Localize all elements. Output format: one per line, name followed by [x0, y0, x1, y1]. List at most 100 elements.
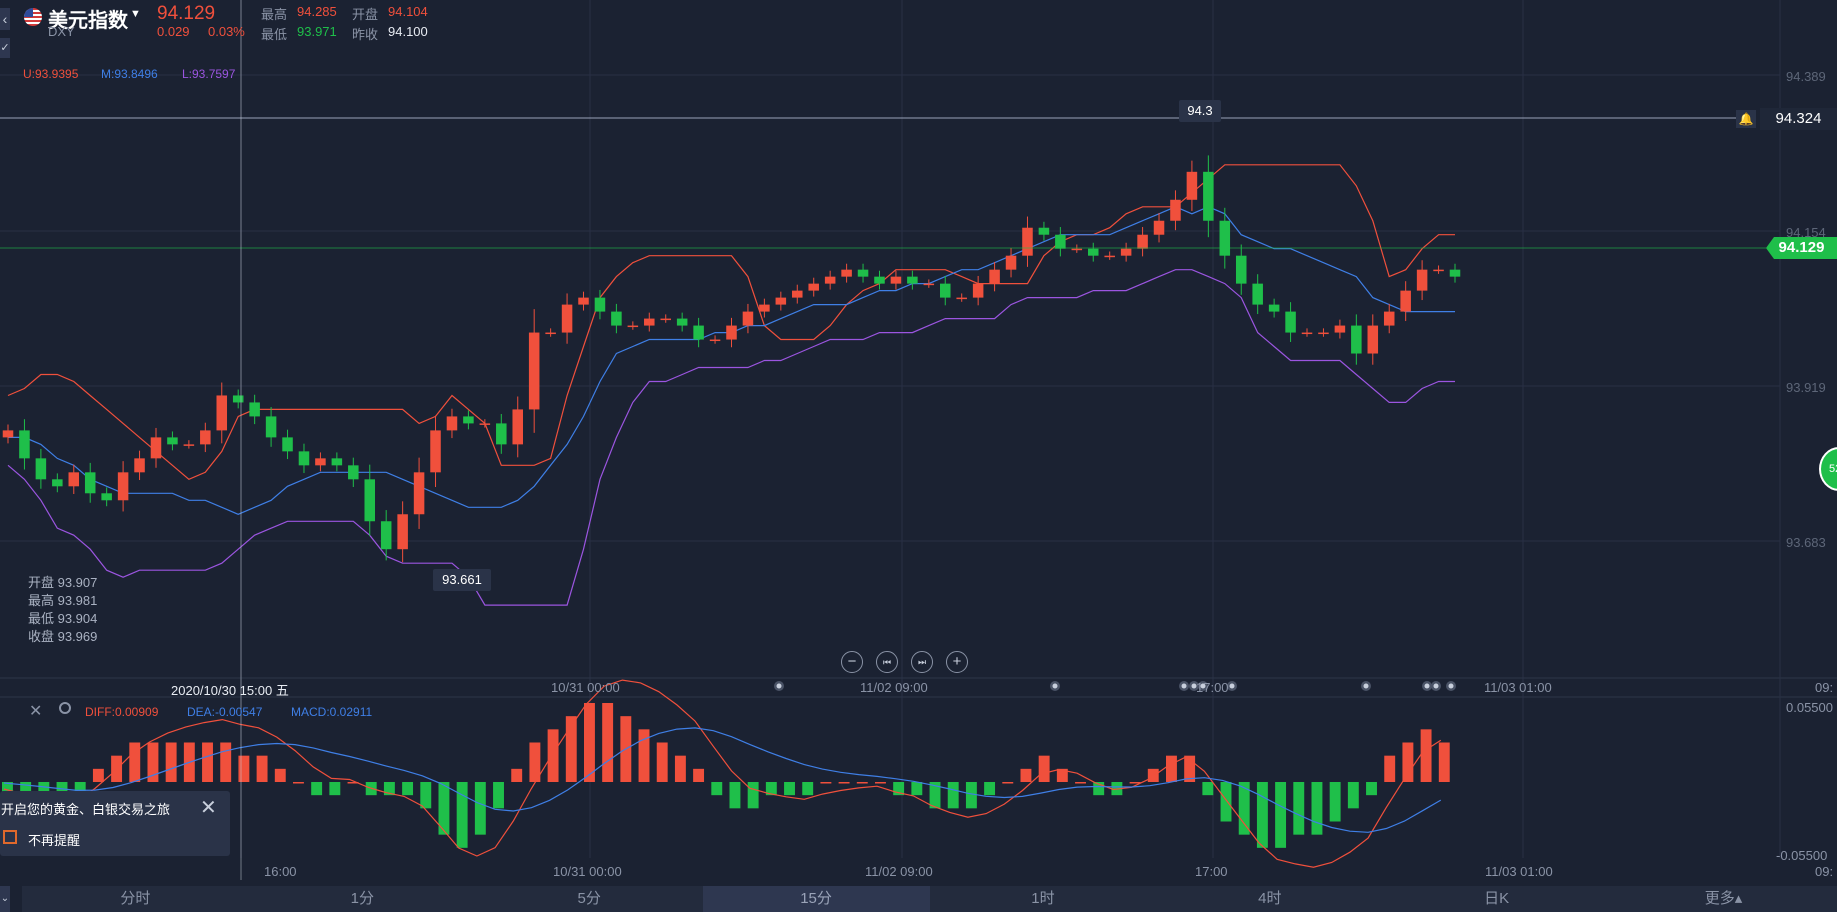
candle-body — [1433, 269, 1444, 272]
price-change-pct: 0.03% — [208, 24, 245, 39]
candle-body — [1203, 171, 1214, 221]
candle-body — [1334, 325, 1346, 333]
tab-4hour[interactable]: 4时 — [1258, 890, 1282, 907]
macd-bar — [493, 782, 504, 809]
macd-bar — [92, 768, 104, 782]
macd-dea-label: DEA:-0.00547 — [187, 705, 263, 719]
zoom-in-button[interactable]: + — [946, 651, 968, 673]
bottom-time-label: 09: — [1815, 864, 1834, 879]
tab-15min[interactable]: 15分 — [702, 886, 930, 912]
macd-bar — [438, 782, 450, 835]
candle-body — [660, 318, 671, 321]
max-price-marker: 94.3 — [1179, 100, 1221, 122]
candle-body — [413, 472, 425, 515]
tab-5min[interactable]: 5分 — [577, 890, 601, 907]
promo-close-icon[interactable]: ✕ — [200, 797, 217, 819]
instrument-dropdown-icon[interactable]: ▼ — [130, 8, 141, 20]
event-dot-core — [1200, 683, 1206, 689]
ohlc-close: 收盘 93.969 — [28, 629, 98, 644]
tab-1min[interactable]: 1分 — [350, 890, 374, 907]
candle-body — [726, 325, 737, 340]
candle-body — [183, 444, 195, 446]
price-axis-label: 93.683 — [1786, 535, 1826, 550]
candle-body — [68, 472, 80, 487]
candle-body — [1318, 332, 1329, 335]
candle-body — [528, 332, 540, 410]
alert-price-tag[interactable]: 94.324 — [1760, 108, 1837, 130]
jump-start-button[interactable]: ⏮ — [876, 651, 898, 673]
macd-bar — [820, 782, 832, 784]
instrument-name[interactable]: 美元指数 — [48, 10, 128, 32]
indicator-settings-icon[interactable] — [59, 702, 71, 714]
macd-bar — [1220, 782, 1232, 822]
macd-value-label: MACD:0.02911 — [291, 705, 373, 719]
low-label: 最低 — [261, 27, 288, 42]
candle-body — [857, 269, 869, 277]
tab-time-share[interactable]: 分时 — [120, 890, 151, 907]
macd-bar — [674, 755, 686, 782]
macd-bar — [693, 768, 705, 782]
boll-lower-label: L:93.7597 — [182, 67, 236, 81]
bottom-left-arrow-icon[interactable]: ⌄ — [0, 886, 10, 912]
event-dot-core — [1052, 683, 1058, 689]
candle-body — [972, 283, 984, 298]
candle-body — [561, 304, 573, 333]
candle-body — [676, 318, 688, 326]
macd-bar — [74, 782, 86, 796]
tab-1hour[interactable]: 1时 — [1031, 890, 1055, 907]
macd-bar — [1056, 768, 1068, 782]
ohlc-low: 最低 93.904 — [28, 611, 98, 626]
bell-icon[interactable]: 🔔 — [1736, 110, 1756, 128]
candle-body — [611, 311, 622, 326]
bottom-time-label: 10/31 00:00 — [553, 864, 622, 879]
candle-body — [693, 325, 704, 340]
zoom-out-button[interactable]: − — [841, 651, 863, 673]
event-dot-core — [1229, 683, 1235, 689]
candle-body — [1449, 269, 1461, 277]
macd-bar — [638, 729, 650, 782]
collapse-button[interactable]: ✓ — [0, 38, 10, 58]
promo-title: 开启您的黄金、白银交易之旅 — [1, 802, 171, 817]
tab-daily[interactable]: 日K — [1484, 890, 1510, 907]
macd-bar — [838, 782, 850, 784]
macd-bar — [1166, 755, 1177, 782]
macd-bar — [311, 782, 323, 796]
candle-body — [1055, 234, 1066, 249]
candle-body — [249, 402, 260, 417]
macd-bar — [1366, 782, 1377, 796]
macd-bar — [529, 742, 541, 782]
prev-close-value: 94.100 — [388, 24, 428, 39]
macd-bar — [1384, 755, 1396, 782]
candle-body — [759, 304, 770, 312]
back-button[interactable]: ‹ — [0, 8, 10, 30]
macd-axis-bottom: -0.05500 — [1776, 848, 1828, 863]
candle-body — [775, 297, 787, 305]
candle-body — [1285, 311, 1296, 333]
macd-bar — [656, 742, 668, 782]
macd-bar — [584, 703, 595, 782]
macd-bar — [565, 716, 577, 782]
ohlc-high: 最高 93.981 — [28, 593, 98, 608]
macd-bar — [1275, 782, 1287, 848]
candle-body — [479, 423, 491, 425]
dont-remind-checkbox[interactable] — [3, 830, 17, 844]
candle-body — [1383, 311, 1395, 326]
open-label: 开盘 — [352, 7, 379, 22]
candlesticks — [2, 155, 1461, 563]
jump-end-button[interactable]: ⏭ — [911, 651, 933, 673]
candle-body — [446, 416, 458, 431]
macd-bar — [474, 782, 486, 835]
tab-more[interactable]: 更多▴ — [1704, 890, 1743, 907]
candle-body — [496, 423, 507, 445]
macd-bar — [1202, 782, 1214, 796]
time-axis-label: 11/02 09:00 — [860, 680, 928, 695]
candle-body — [331, 458, 343, 466]
macd-bar — [1020, 768, 1032, 782]
candle-body — [19, 430, 30, 459]
macd-diff-label: DIFF:0.00909 — [85, 705, 159, 719]
event-dot-core — [1424, 683, 1430, 689]
close-indicator-icon[interactable]: ✕ — [29, 703, 43, 720]
instrument-symbol: DXY — [48, 24, 75, 39]
macd-bar — [1002, 782, 1014, 784]
